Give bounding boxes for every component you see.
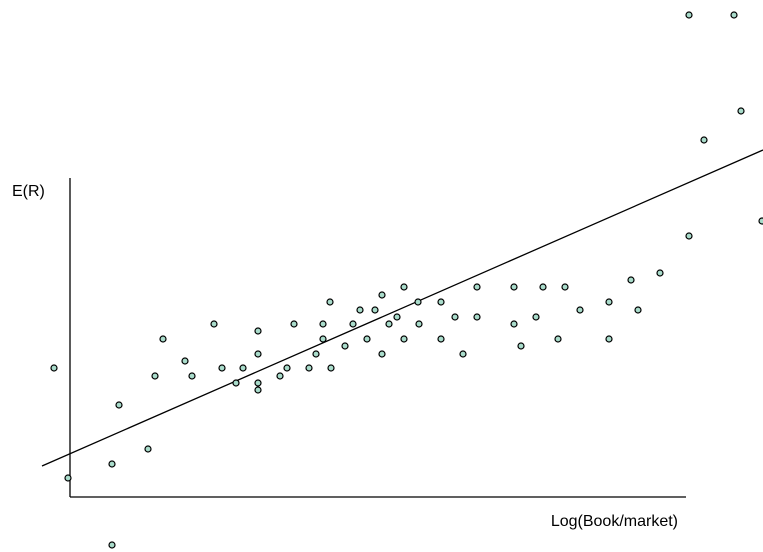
data-point — [517, 342, 525, 350]
data-point — [627, 276, 635, 284]
data-point — [108, 541, 116, 549]
data-point — [327, 364, 335, 372]
data-point — [276, 372, 284, 380]
data-point — [378, 350, 386, 358]
data-point — [210, 320, 218, 328]
data-point — [685, 11, 693, 19]
data-point — [510, 283, 518, 291]
data-point — [115, 401, 123, 409]
data-point — [218, 364, 226, 372]
data-point — [415, 320, 423, 328]
data-point — [437, 335, 445, 343]
data-point — [605, 335, 613, 343]
data-point — [510, 320, 518, 328]
data-point — [151, 372, 159, 380]
data-point — [319, 320, 327, 328]
data-point — [283, 364, 291, 372]
data-point — [349, 320, 357, 328]
data-point — [290, 320, 298, 328]
data-point — [758, 217, 763, 225]
data-point — [254, 379, 262, 387]
data-point — [561, 283, 569, 291]
data-point — [254, 386, 262, 394]
data-point — [685, 232, 693, 240]
data-point — [393, 313, 401, 321]
trend-line — [41, 149, 763, 467]
data-point — [656, 269, 664, 277]
data-point — [414, 298, 422, 306]
data-point — [437, 298, 445, 306]
data-point — [144, 445, 152, 453]
data-point — [363, 335, 371, 343]
data-point — [159, 335, 167, 343]
data-point — [188, 372, 196, 380]
data-point — [576, 306, 584, 314]
data-point — [64, 474, 72, 482]
data-point — [371, 306, 379, 314]
data-point — [385, 320, 393, 328]
data-point — [254, 327, 262, 335]
data-point — [305, 364, 313, 372]
data-point — [459, 350, 467, 358]
data-point — [356, 306, 364, 314]
x-axis-label: Log(Book/market) — [551, 513, 678, 530]
data-point — [554, 335, 562, 343]
data-point — [532, 313, 540, 321]
data-point — [319, 335, 327, 343]
data-point — [539, 283, 547, 291]
data-point — [50, 364, 58, 372]
data-point — [700, 136, 708, 144]
data-point — [605, 298, 613, 306]
data-point — [326, 298, 334, 306]
data-point — [239, 364, 247, 372]
data-point — [473, 313, 481, 321]
data-point — [108, 460, 116, 468]
y-axis-label: E(R) — [12, 183, 45, 200]
data-point — [181, 357, 189, 365]
data-point — [451, 313, 459, 321]
data-point — [254, 350, 262, 358]
data-point — [232, 379, 240, 387]
data-point — [312, 350, 320, 358]
data-point — [400, 335, 408, 343]
data-point — [400, 283, 408, 291]
data-point — [341, 342, 349, 350]
data-point — [473, 283, 481, 291]
data-point — [737, 107, 745, 115]
data-point — [378, 291, 386, 299]
data-point — [634, 306, 642, 314]
data-point — [730, 11, 738, 19]
